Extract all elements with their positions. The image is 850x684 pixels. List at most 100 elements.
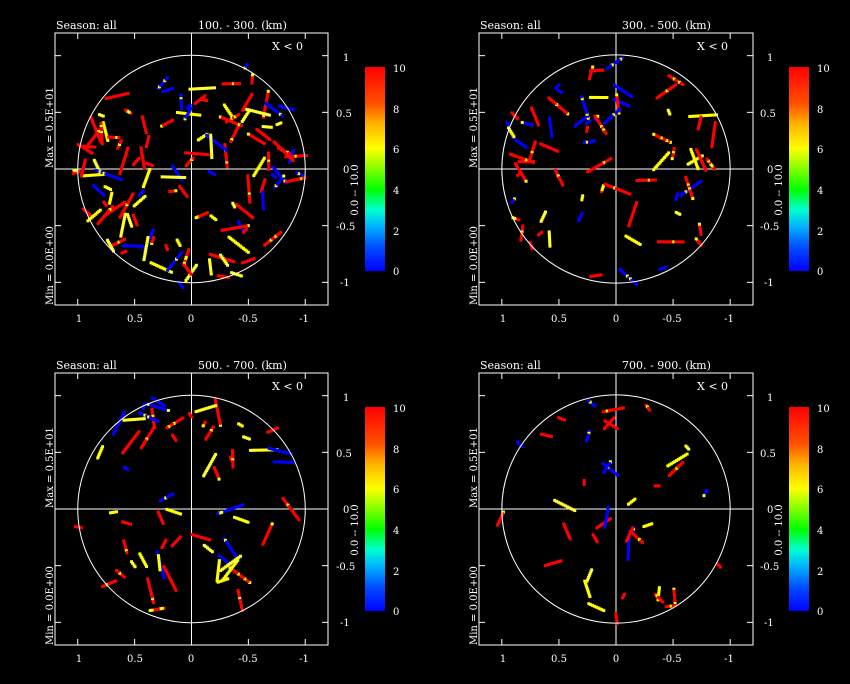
data-point	[146, 579, 150, 583]
data-point	[137, 411, 141, 415]
data-point	[73, 525, 77, 529]
data-point	[567, 506, 571, 510]
range-label: 100. - 300. (km)	[198, 19, 287, 32]
data-point	[565, 505, 569, 509]
data-point	[206, 467, 210, 471]
data-point	[222, 566, 226, 570]
data-point	[243, 66, 247, 70]
data-point	[702, 494, 706, 498]
data-point	[516, 155, 520, 159]
data-point	[519, 238, 523, 242]
data-point	[142, 559, 146, 563]
data-point	[175, 257, 179, 261]
data-point	[285, 451, 289, 455]
data-point	[557, 559, 561, 563]
data-point	[143, 194, 147, 198]
data-point	[209, 170, 213, 174]
data-point	[288, 506, 292, 510]
data-point	[120, 164, 124, 168]
data-point	[148, 236, 152, 240]
data-point	[240, 574, 244, 578]
data-point	[265, 95, 269, 99]
data-point	[162, 267, 166, 271]
data-point	[667, 240, 671, 244]
data-point	[212, 254, 216, 258]
data-point	[615, 110, 619, 114]
y-tick-label: 0	[767, 165, 773, 176]
data-point	[254, 110, 258, 114]
x-tick-label: 0.5	[551, 314, 567, 325]
data-point	[604, 519, 608, 523]
data-point	[539, 142, 543, 146]
data-point	[233, 240, 237, 244]
data-point	[235, 122, 239, 126]
data-point	[519, 142, 523, 146]
data-point	[667, 110, 671, 114]
data-point	[91, 121, 95, 125]
data-point	[623, 102, 627, 106]
data-point	[216, 409, 220, 413]
data-point	[172, 435, 176, 439]
data-point	[179, 103, 183, 107]
data-point	[123, 465, 127, 469]
data-point	[152, 421, 156, 425]
cbar-tick-label: 8	[393, 105, 399, 116]
data-point	[280, 114, 284, 118]
data-point	[301, 176, 305, 180]
data-point	[262, 540, 266, 544]
data-point	[122, 218, 126, 222]
data-point	[208, 538, 212, 542]
data-point	[244, 114, 248, 118]
data-point	[132, 204, 136, 208]
data-point	[263, 539, 267, 543]
data-point	[686, 162, 690, 166]
data-point	[581, 99, 585, 103]
data-point	[663, 138, 667, 142]
data-point	[539, 219, 543, 223]
data-point	[657, 162, 661, 166]
data-point	[595, 273, 599, 277]
data-point	[163, 122, 167, 126]
data-point	[585, 579, 589, 583]
data-point	[139, 412, 143, 416]
data-point	[698, 228, 702, 232]
cbar-tick-label: 2	[393, 227, 399, 238]
data-point	[209, 143, 213, 147]
data-point	[211, 425, 215, 429]
data-point	[282, 498, 286, 502]
data-point	[298, 154, 302, 158]
data-point	[190, 151, 194, 155]
data-point	[663, 240, 667, 244]
data-point	[216, 567, 220, 571]
data-point	[255, 127, 259, 131]
data-point	[226, 542, 230, 546]
data-point	[236, 558, 240, 562]
data-point	[89, 116, 93, 120]
y-tick-label: 0	[343, 505, 349, 516]
data-point	[269, 524, 273, 528]
data-point	[118, 215, 122, 219]
data-point	[626, 552, 630, 556]
data-point	[144, 131, 148, 135]
y-tick-label: -0.5	[760, 222, 779, 233]
data-point	[255, 168, 259, 172]
data-point	[653, 178, 657, 182]
data-point	[246, 176, 250, 180]
data-point	[194, 87, 198, 91]
data-point	[126, 215, 130, 219]
data-point	[235, 203, 239, 207]
data-point	[575, 123, 579, 127]
data-point	[239, 123, 243, 127]
data-point	[218, 143, 222, 147]
data-point	[209, 141, 213, 145]
data-point	[97, 168, 101, 172]
data-point	[142, 417, 146, 421]
data-point	[249, 94, 253, 98]
data-point	[224, 565, 228, 569]
data-point	[265, 125, 269, 129]
data-point	[712, 133, 716, 137]
data-point	[80, 172, 84, 176]
data-point	[606, 505, 610, 509]
cbar-tick-label: 10	[817, 64, 830, 75]
data-point	[556, 104, 560, 108]
